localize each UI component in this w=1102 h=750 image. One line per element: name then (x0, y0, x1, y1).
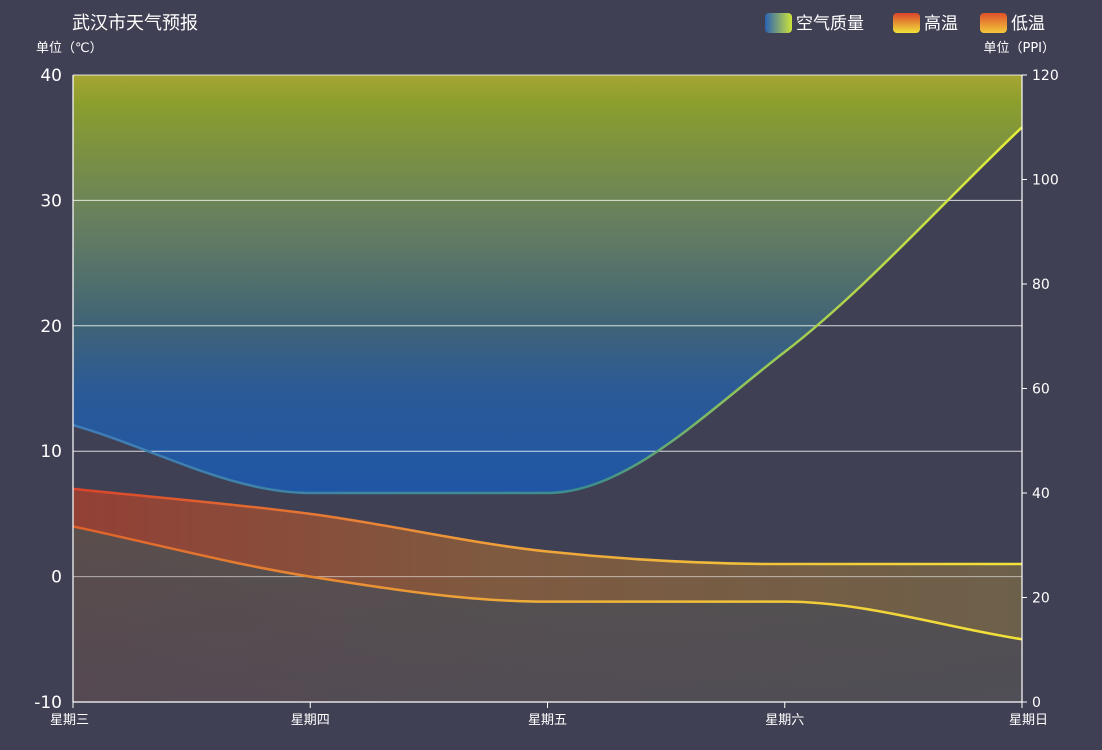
x-tick-label: 星期六 (765, 713, 804, 728)
y-right-tick-label: 120 (1032, 68, 1059, 84)
left-axis-label: 单位（℃） (36, 41, 103, 56)
y-right-tick-label: 60 (1032, 382, 1050, 398)
legend-label-air-quality: 空气质量 (796, 14, 864, 34)
y-right-tick-label: 80 (1032, 277, 1050, 293)
legend-label-high-temp: 高温 (924, 14, 958, 34)
y-right-tick-label: 100 (1032, 173, 1059, 189)
legend-swatch-low-temp (980, 13, 1007, 33)
legend-item-low-temp[interactable]: 低温 (980, 13, 1045, 34)
y-left-tick-label: 0 (51, 568, 62, 588)
chart-title: 武汉市天气预报 (72, 13, 198, 34)
grid-lines (73, 74, 1022, 578)
legend: 空气质量 高温 低温 (765, 13, 1045, 34)
axes: 403020100-10120100806040200星期三 星期四 星期五 星期六星… (34, 66, 1059, 728)
y-right-tick-label: 40 (1032, 486, 1050, 502)
y-left-tick-label: 30 (40, 191, 62, 211)
line-low-temp (72, 525, 1023, 641)
line-air-quality (72, 126, 1023, 495)
y-left-tick-label: -10 (34, 693, 62, 713)
area-low-temp (73, 526, 1022, 702)
right-axis-label: 单位（PPI） (983, 41, 1055, 56)
y-left-tick-label: 20 (40, 317, 62, 337)
x-tick-label: 星期四 (291, 713, 330, 728)
series-lines (72, 126, 1023, 641)
x-tick-label: 星期日 (1009, 713, 1048, 728)
legend-swatch-air-quality (765, 13, 792, 33)
y-left-tick-label: 40 (40, 66, 62, 86)
legend-swatch-high-temp (893, 13, 920, 33)
y-right-tick-label: 20 (1032, 591, 1050, 607)
area-air-quality (73, 75, 1022, 493)
legend-item-air-quality[interactable]: 空气质量 (765, 13, 864, 34)
x-tick-label: 星期三 (50, 713, 89, 728)
series-areas (73, 75, 1022, 702)
legend-item-high-temp[interactable]: 高温 (893, 13, 958, 34)
y-right-tick-label: 0 (1032, 695, 1041, 711)
x-tick-label: 星期五 (528, 713, 567, 728)
legend-label-low-temp: 低温 (1011, 14, 1045, 34)
line-high-temp (72, 487, 1022, 566)
y-left-tick-label: 10 (40, 442, 62, 462)
